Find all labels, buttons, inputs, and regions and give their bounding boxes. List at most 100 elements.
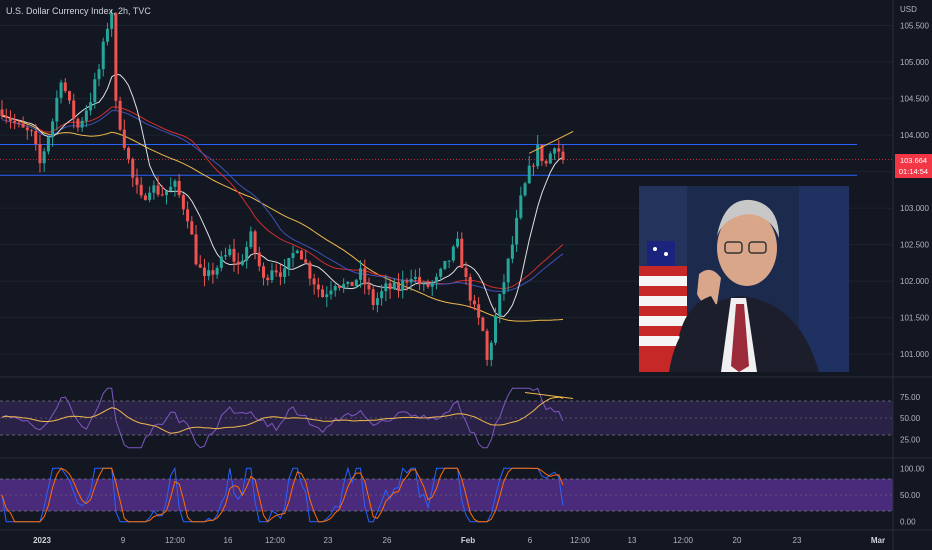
candle-body	[202, 267, 206, 277]
candle-body	[489, 342, 493, 360]
price-tick-label: 103.000	[900, 204, 929, 213]
candle-body	[329, 290, 333, 295]
candle-body	[333, 286, 337, 291]
candle-body	[148, 192, 152, 200]
candle-body	[80, 120, 84, 128]
time-tick-label: 6	[528, 536, 533, 545]
candle-body	[401, 280, 405, 291]
candle-body	[228, 248, 232, 256]
candle-body	[523, 183, 527, 196]
candle-body	[519, 195, 523, 218]
candle-body	[156, 185, 160, 195]
candle-body	[135, 177, 139, 185]
candle-body	[30, 130, 34, 132]
candle-body	[422, 283, 426, 285]
candle-body	[371, 289, 375, 305]
ma-white-line	[1, 73, 564, 318]
candle-body	[430, 282, 434, 287]
candle-body	[354, 279, 358, 286]
candle-body	[110, 13, 114, 29]
candle-body	[367, 284, 371, 290]
candle-body	[468, 276, 472, 301]
candle-body	[426, 283, 430, 287]
horizontal-levels[interactable]	[0, 144, 893, 176]
time-tick-label: 12:00	[165, 536, 186, 545]
candle-body	[169, 186, 173, 192]
candle-body	[114, 13, 118, 101]
candle-body	[553, 148, 557, 154]
candle-body	[443, 260, 447, 269]
candle-body	[17, 122, 21, 124]
candle-body	[342, 284, 346, 288]
candle-body	[510, 244, 514, 259]
candle-body	[350, 281, 354, 286]
candle-body	[8, 117, 12, 121]
candle-body	[253, 231, 257, 253]
candle-body	[434, 276, 438, 283]
time-axis[interactable]: 2023 9 12:00 16 12:00 23 26 Feb 6 12:00 13 12:00 20 2…	[33, 536, 885, 545]
candle-body	[447, 260, 451, 262]
stoch-d-line	[1, 467, 564, 523]
candle-body	[249, 231, 253, 248]
stoch-tick-label: 50.00	[900, 491, 921, 500]
rsi-divergence-trendline	[524, 392, 574, 399]
candle-body	[494, 315, 498, 343]
time-tick-label: Feb	[461, 536, 475, 545]
price-tick-label: 105.500	[900, 22, 929, 31]
candle-body	[536, 144, 540, 167]
candle-body	[165, 191, 169, 196]
candle-body	[299, 250, 303, 260]
candle-body	[321, 289, 325, 298]
candle-body	[384, 283, 388, 292]
candle-body	[118, 100, 122, 130]
candle-body	[63, 82, 67, 92]
candle-body	[232, 248, 236, 262]
stoch-tick-label: 0.00	[900, 518, 916, 527]
candle-body	[295, 250, 299, 253]
candle-body	[439, 268, 443, 277]
candle-body	[274, 270, 278, 273]
candle-body	[143, 195, 147, 200]
candle-body	[89, 102, 93, 111]
candle-body	[13, 120, 17, 123]
rsi-tick-label: 75.00	[900, 393, 921, 402]
candle-body	[561, 151, 565, 160]
candle-body	[363, 268, 367, 285]
candle-body	[477, 304, 481, 318]
candle-body	[51, 121, 55, 138]
time-tick-label: 2023	[33, 536, 51, 545]
candle-body	[42, 151, 46, 164]
candle-body	[392, 282, 396, 290]
candle-body	[266, 277, 270, 281]
rsi-line	[1, 387, 564, 449]
stoch-tick-label: 100.00	[900, 464, 925, 473]
candle-body	[346, 281, 350, 285]
candle-body	[211, 270, 215, 275]
candle-body	[93, 79, 97, 103]
time-tick-label: 9	[121, 536, 126, 545]
trendlines[interactable]	[529, 130, 574, 154]
candle-body	[173, 180, 177, 187]
time-tick-label: 26	[383, 536, 392, 545]
candle-body	[396, 282, 400, 291]
candle-body	[375, 298, 379, 305]
rsi-signal-line	[1, 396, 564, 434]
candle-body	[502, 282, 506, 295]
candle-body	[76, 118, 80, 128]
candle-body	[557, 148, 561, 152]
candle-body	[409, 278, 413, 283]
candle-body	[481, 317, 485, 331]
candle-body	[198, 264, 202, 268]
candle-body	[464, 267, 468, 277]
candle-body	[46, 137, 50, 152]
price-tick-label: 104.000	[900, 131, 929, 140]
candle-body	[405, 280, 409, 283]
time-tick-label: 12:00	[265, 536, 286, 545]
candle-body	[312, 278, 316, 285]
divergence-trendline	[529, 130, 574, 154]
candle-body	[337, 286, 341, 288]
time-tick-label: 12:00	[673, 536, 694, 545]
candle-body	[544, 160, 548, 164]
candle-body	[270, 270, 274, 281]
candle-body	[160, 194, 164, 196]
